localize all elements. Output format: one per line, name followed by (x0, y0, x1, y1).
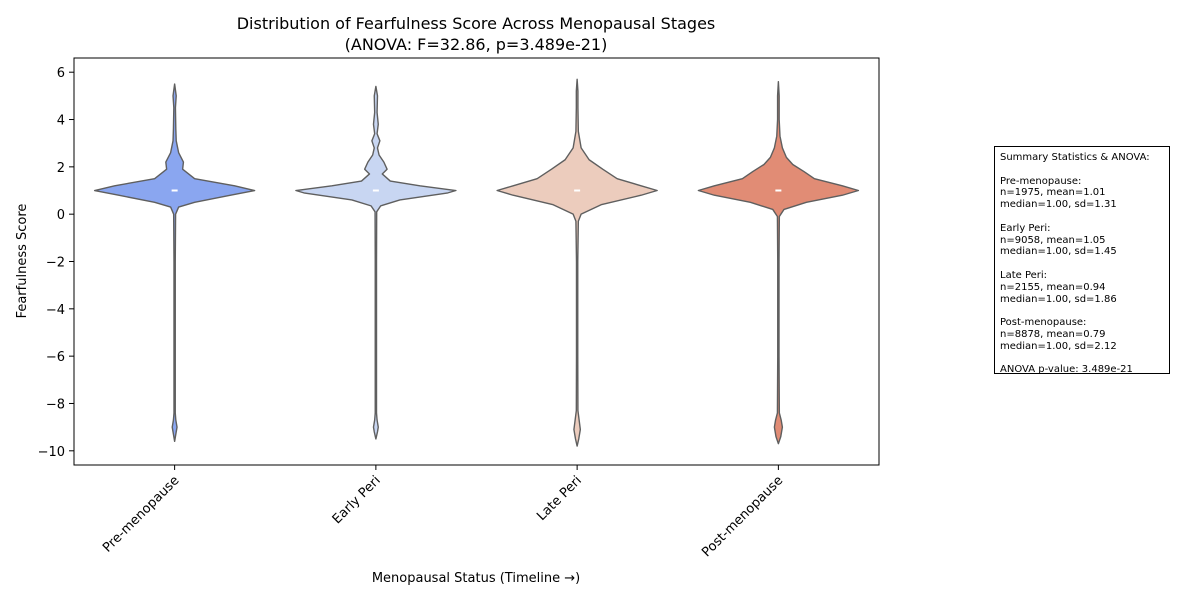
y-tick-label: 2 (57, 161, 65, 176)
x-axis: Pre-menopause Early Peri Late Peri Post-men… (100, 465, 786, 560)
stats-line (1000, 258, 1164, 270)
stats-line (1000, 305, 1164, 317)
stats-line: median=1.00, sd=2.12 (1000, 340, 1117, 352)
x-tick-label: Pre-menopause (100, 473, 182, 555)
y-tick-label: −6 (46, 350, 65, 365)
stats-line: median=1.00, sd=1.45 (1000, 246, 1117, 258)
stats-line: median=1.00, sd=1.31 (1000, 199, 1117, 211)
violin-late-peri (496, 78, 658, 447)
x-axis-label: Menopausal Status (Timeline →) (372, 571, 580, 586)
violin-pre-menopause (93, 83, 256, 443)
y-tick-label: 4 (57, 114, 65, 129)
stats-line (1000, 353, 1164, 365)
stats-line: n=8878, mean=0.79 (1000, 328, 1106, 340)
stats-line (1000, 211, 1164, 223)
x-tick-label: Late Peri (534, 473, 585, 524)
x-tick-label: Early Peri (330, 473, 384, 527)
y-tick-label: 0 (57, 208, 65, 223)
violin-post-menopause (697, 80, 860, 445)
stats-line: ANOVA p-value: 3.489e-21 (1000, 364, 1133, 376)
y-tick-label: −2 (46, 256, 65, 271)
violin-early-peri (295, 85, 457, 440)
stats-line: Early Peri: (1000, 222, 1051, 234)
stats-line: n=1975, mean=1.01 (1000, 187, 1106, 199)
stats-line: Pre-menopause: (1000, 175, 1082, 187)
y-tick-label: −4 (46, 303, 65, 318)
violin-group (93, 78, 860, 447)
stats-line: n=9058, mean=1.05 (1000, 234, 1106, 246)
stats-line: median=1.00, sd=1.86 (1000, 293, 1117, 305)
stats-line: n=2155, mean=0.94 (1000, 281, 1106, 293)
stats-line: Summary Statistics & ANOVA: (1000, 152, 1150, 163)
y-axis: 6 4 2 0 −2 −4 −6 −8 −10 (38, 66, 74, 460)
stats-line (1000, 164, 1164, 176)
y-tick-label: 6 (57, 66, 65, 81)
y-tick-label: −10 (38, 445, 65, 460)
y-tick-label: −8 (46, 397, 65, 412)
y-axis-label: Fearfulness Score (15, 204, 30, 319)
plot-frame (73, 57, 880, 466)
chart-title-line1: Distribution of Fearfulness Score Across… (237, 14, 716, 33)
chart-title-line2: (ANOVA: F=32.86, p=3.489e-21) (345, 35, 608, 54)
stats-line: Late Peri: (1000, 269, 1048, 281)
stats-line: Post-menopause: (1000, 317, 1087, 329)
x-tick-label: Post-menopause (699, 473, 786, 560)
summary-statistics-box: Summary Statistics & ANOVA: Pre-menopause… (994, 146, 1170, 376)
